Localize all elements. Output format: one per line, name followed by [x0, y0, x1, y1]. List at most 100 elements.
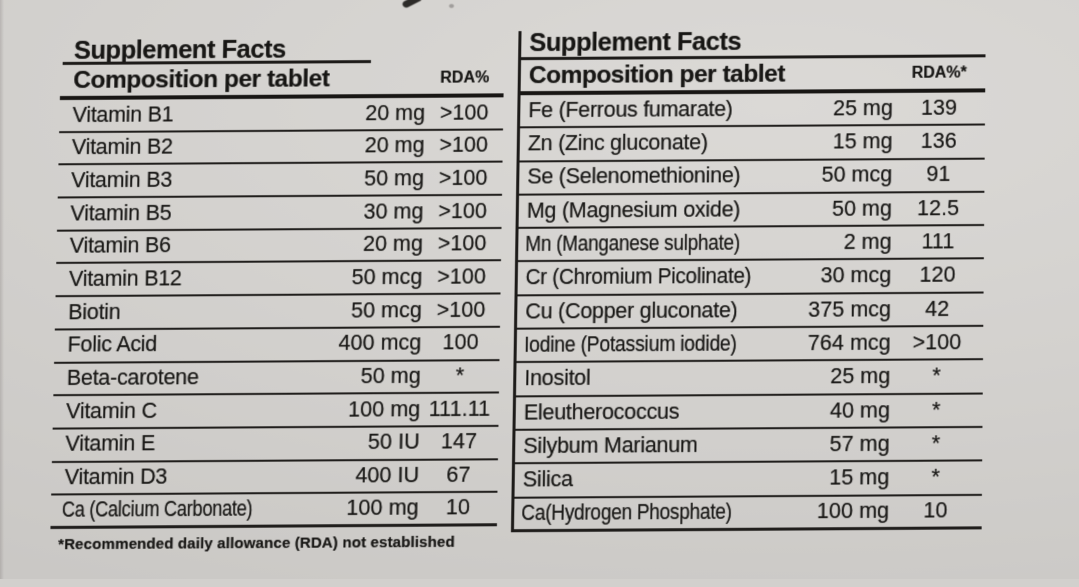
table-row: Mn (Manganese sulphate) 2 mg 111	[518, 226, 985, 263]
ingredient-name: Vitamin C	[65, 398, 158, 424]
amount-value: 50 mcg	[351, 264, 423, 290]
amount-value: 2 mg	[843, 229, 892, 255]
rda-value: 67	[446, 462, 471, 488]
amount-value: 50 IU	[367, 429, 420, 455]
ingredient-name: Inositol	[524, 365, 591, 391]
amount-value: 100 mg	[347, 396, 421, 422]
amount-value: 50 mcg	[350, 297, 423, 323]
amount-value: 50 mcg	[821, 162, 893, 188]
amount-value: 50 mg	[363, 166, 425, 191]
ingredient-name: Vitamin B3	[70, 167, 173, 193]
ingredient-name: Biotin	[67, 299, 121, 325]
table-row: Vitamin B2 20 mg >100	[58, 130, 504, 166]
composition-header: Composition per tablet	[73, 64, 330, 94]
table-row: Ca (Calcium Carbonate) 100 mg 10	[50, 493, 498, 529]
rda-value: *	[931, 431, 941, 456]
table-row: Folic Acid 400 mcg 100	[54, 327, 500, 364]
ingredient-name: Mn (Manganese sulphate)	[525, 230, 741, 257]
table-row: Vitamin B6 20 mg >100	[56, 228, 502, 265]
amount-value: 100 mg	[346, 495, 419, 521]
amount-value: 400 IU	[355, 462, 420, 488]
amount-value: 25 mg	[830, 364, 891, 389]
table-row: Vitamin D3 400 IU 67	[51, 459, 498, 496]
table-header-row: Composition per tablet RDA%	[59, 62, 505, 101]
left-edge-shadow	[0, 0, 4, 579]
ingredient-name: Vitamin B1	[72, 101, 174, 127]
amount-value: 375 mcg	[808, 296, 892, 322]
amount-value: 400 mcg	[338, 330, 422, 356]
table-row: Vitamin B12 50 mcg >100	[55, 261, 501, 298]
rda-value: *	[455, 363, 465, 388]
table-row: Silybum Marianum 57 mg *	[514, 427, 983, 465]
table-row: Beta-carotene 50 mg *	[53, 360, 500, 397]
table-row: Mg (Magnesium oxide) 50 mg 12.5	[518, 192, 985, 230]
ingredient-name: Vitamin B5	[70, 200, 172, 226]
amount-value: 764 mcg	[807, 330, 891, 356]
table-body: Fe (Ferrous fumarate) 25 mg 139 Zn (Zinc gl…	[513, 92, 986, 533]
rda-value: 10	[923, 498, 948, 523]
amount-value: 20 mg	[364, 133, 425, 158]
amount-value: 100 mg	[816, 498, 890, 524]
table-row: Fe (Ferrous fumarate) 25 mg 139	[520, 92, 986, 129]
table-row: Cr (Chromium Picolinate) 30 mcg 120	[517, 259, 984, 297]
rda-value: 12.5	[917, 195, 960, 221]
print-artifact-dot	[449, 4, 454, 8]
amount-value: 15 mg	[829, 465, 890, 490]
rda-value: 91	[926, 162, 951, 187]
rda-value: >100	[437, 264, 487, 289]
ingredient-name: Folic Acid	[67, 332, 158, 358]
rda-value: 42	[925, 296, 950, 321]
amount-value: 40 mg	[829, 397, 891, 423]
ingredient-name: Eleutherococcus	[523, 399, 680, 425]
supplement-table-left: Supplement Facts Composition per tablet …	[50, 33, 505, 529]
rda-header: RDA%	[440, 68, 490, 87]
composition-header: Composition per tablet	[528, 60, 786, 89]
ingredient-name: Vitamin D3	[64, 464, 168, 490]
rda-value: 120	[919, 262, 956, 288]
ingredient-name: Vitamin B2	[71, 134, 173, 160]
ingredient-name: Vitamin B12	[68, 266, 182, 292]
table-row: Biotin 50 mcg >100	[54, 294, 501, 331]
rda-value: >100	[439, 100, 489, 125]
ingredient-name: Vitamin B6	[69, 233, 171, 259]
table-row: Iodine (Potassium iodide) 764 mcg >100	[516, 326, 984, 364]
table-title: Supplement Facts	[73, 35, 287, 65]
amount-value: 30 mcg	[820, 263, 892, 288]
amount-value: 30 mg	[363, 198, 424, 224]
ingredient-name: Ca(Hydrogen Phosphate)	[521, 499, 732, 526]
rda-footnote: *Recommended daily allowance (RDA) not e…	[57, 533, 455, 554]
ingredient-name: Fe (Ferrous fumarate)	[528, 96, 733, 123]
amount-value: 57 mg	[829, 431, 890, 457]
amount-value: 20 mg	[365, 100, 426, 125]
supplement-table-right: Supplement Facts Composition per tablet …	[510, 27, 986, 533]
table-row: Eleutherococcus 40 mg *	[515, 394, 983, 431]
ingredient-name: Zn (Zinc gluconate)	[527, 130, 708, 156]
ingredient-name: Cr (Chromium Picolinate)	[525, 264, 752, 290]
table-title-row: Supplement Facts	[521, 27, 986, 61]
rda-value: >100	[437, 231, 487, 256]
ingredient-name: Silica	[522, 467, 573, 492]
ingredient-name: Iodine (Potassium iodide)	[523, 331, 737, 357]
ingredient-name: Se (Selenomethionine)	[527, 163, 741, 190]
table-header-row: Composition per tablet RDA%*	[520, 57, 986, 96]
rda-value: *	[932, 397, 941, 422]
table-row: Inositol 25 mg *	[516, 360, 984, 398]
rda-value: >100	[912, 329, 962, 355]
amount-value: 25 mg	[832, 95, 894, 121]
table-body: Vitamin B1 20 mg >100 Vitamin B2 20 mg >100 Vi…	[50, 97, 504, 529]
rda-value: 111.11	[428, 396, 491, 422]
rda-value: 100	[442, 330, 479, 355]
ingredient-name: Mg (Magnesium oxide)	[526, 197, 741, 223]
rda-value: >100	[439, 132, 489, 158]
table-row: Vitamin B1 20 mg >100	[59, 97, 504, 133]
table-title: Supplement Facts	[529, 27, 742, 57]
amount-value: 50 mg	[360, 363, 422, 389]
table-row: Silica 15 mg *	[514, 461, 983, 499]
table-row: Se (Selenomethionine) 50 mcg 91	[519, 159, 985, 196]
table-row: Vitamin B3 50 mg >100	[57, 162, 503, 199]
rda-value: 10	[445, 495, 471, 520]
amount-value: 15 mg	[832, 129, 893, 154]
table-row: Ca(Hydrogen Phosphate) 100 mg 10	[513, 495, 982, 533]
ingredient-name: Beta-carotene	[66, 365, 199, 391]
